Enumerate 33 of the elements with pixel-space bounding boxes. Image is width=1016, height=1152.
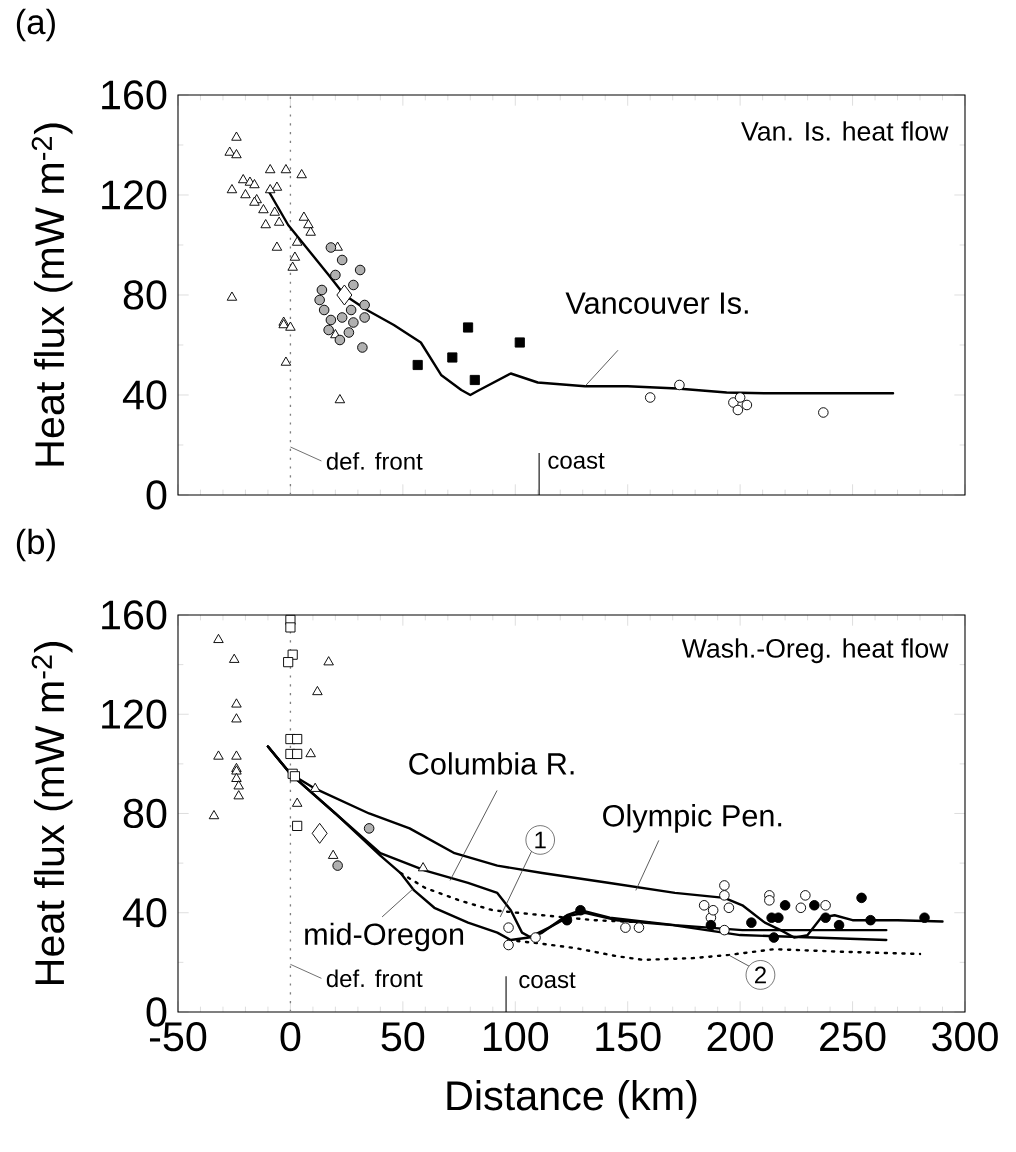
annotation: Columbia R. [409, 752, 574, 775]
y-tick-label: 80 [123, 280, 167, 310]
y-axis-title: Heat flux (mW m$^{-2}$) [31, 123, 73, 466]
ref-line-label: coast [548, 453, 605, 469]
y-axis-title: Heat flux (mW m$^{-2}$) [31, 642, 73, 985]
y-tick-label: 0 [146, 480, 167, 510]
text: Van. Is. heat flow [741, 121, 949, 141]
x-tick-label: 200 [707, 1022, 773, 1052]
y-tick-label: 40 [122, 380, 167, 410]
y-tick-label: 160 [102, 600, 167, 630]
x-tick-label: 100 [483, 1022, 549, 1052]
ref-line-label: def. front [326, 452, 423, 470]
annotation: Vancouver Is. [565, 292, 748, 314]
annotation: 1 [535, 831, 546, 849]
y-tick-label: 40 [122, 898, 167, 928]
x-tick-label: 300 [932, 1022, 998, 1052]
ref-line-label: coast [519, 972, 576, 989]
x-tick-label: 50 [381, 1022, 425, 1052]
annotation: Olympic Pen. [603, 804, 782, 833]
y-tick-label: 120 [102, 180, 167, 210]
annotation: mid-Oregon [305, 922, 464, 952]
annotation: 2 [754, 966, 766, 984]
x-axis-title: Distance (km) [447, 1080, 697, 1119]
text: Wash.-Oreg. heat flow [681, 638, 949, 664]
ref-line-label: def. front [326, 969, 423, 988]
x-tick-label: 0 [280, 1022, 301, 1052]
y-tick-label: 120 [102, 699, 167, 729]
x-tick-label: 250 [820, 1022, 886, 1052]
y-tick-label: 160 [102, 80, 167, 110]
x-tick-label: 150 [596, 1022, 661, 1052]
y-tick-label: 80 [123, 798, 167, 829]
chart-title: (b) [16, 528, 55, 562]
chart-title: (a) [16, 8, 55, 42]
